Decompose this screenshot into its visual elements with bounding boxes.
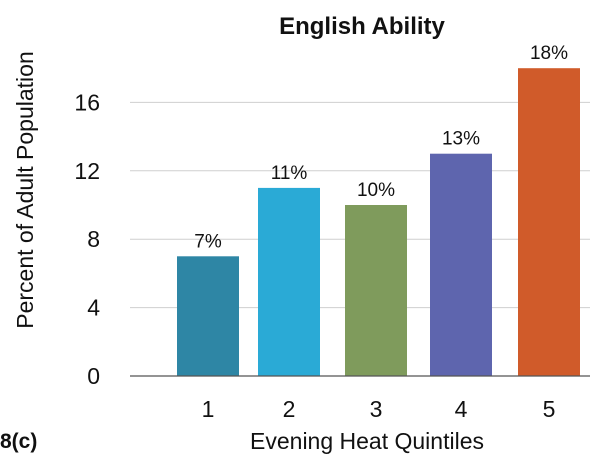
data-label: 13%	[442, 129, 480, 150]
y-axis-title: Percent of Adult Population	[12, 51, 38, 328]
y-tick-label: 4	[87, 295, 100, 321]
bar	[430, 153, 492, 376]
x-tick-label: 4	[455, 396, 468, 422]
data-label: 7%	[194, 231, 222, 252]
x-tick-label: 3	[370, 396, 383, 422]
y-tick-label: 16	[74, 89, 100, 115]
x-tick-label: 2	[283, 396, 296, 422]
x-axis-title: Evening Heat Quintiles	[250, 428, 484, 454]
bar	[177, 256, 239, 376]
x-tick-label: 5	[543, 396, 556, 422]
bar	[258, 187, 320, 376]
y-tick-label: 12	[74, 158, 100, 184]
data-labels: 7% 11% 10% 13% 18%	[194, 43, 568, 252]
data-label: 10%	[357, 180, 395, 201]
bar	[345, 205, 407, 376]
bars	[177, 68, 580, 376]
bar	[518, 68, 580, 376]
x-tick-label: 1	[202, 396, 215, 422]
chart-title: English Ability	[279, 13, 445, 40]
data-label: 11%	[271, 163, 308, 184]
y-tick-label: 8	[87, 226, 100, 252]
data-label: 18%	[530, 43, 568, 64]
y-tick-labels: 0 4 8 12 16	[74, 89, 100, 389]
x-tick-labels: 1 2 3 4 5	[202, 396, 556, 422]
panel-label: 8(c)	[0, 430, 37, 453]
y-tick-label: 0	[87, 363, 100, 389]
